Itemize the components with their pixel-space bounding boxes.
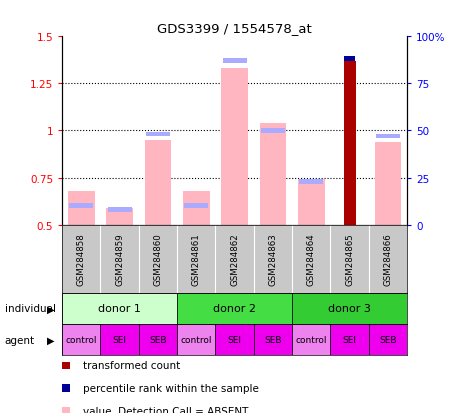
Text: GSM284864: GSM284864 <box>306 233 315 285</box>
Bar <box>343 57 354 62</box>
Text: transformed count: transformed count <box>83 361 179 370</box>
Bar <box>139 324 177 355</box>
Text: SEI: SEI <box>342 335 356 344</box>
Text: control: control <box>180 335 212 344</box>
Bar <box>144 140 171 225</box>
Text: control: control <box>295 335 326 344</box>
Bar <box>69 204 93 209</box>
Bar <box>62 293 177 324</box>
Bar <box>177 293 291 324</box>
Text: individual: individual <box>5 304 56 314</box>
Text: ▶: ▶ <box>47 335 54 345</box>
Text: GSM284859: GSM284859 <box>115 233 124 285</box>
Bar <box>298 179 323 184</box>
Bar <box>375 134 399 139</box>
Text: SEB: SEB <box>378 335 396 344</box>
Bar <box>100 324 139 355</box>
Bar <box>183 191 209 225</box>
Bar <box>259 123 285 225</box>
Bar <box>343 62 355 225</box>
Bar <box>221 69 247 225</box>
Bar <box>68 191 95 225</box>
Text: SEI: SEI <box>227 335 241 344</box>
Title: GDS3399 / 1554578_at: GDS3399 / 1554578_at <box>157 21 311 35</box>
Bar <box>184 204 208 209</box>
Text: agent: agent <box>5 335 34 345</box>
Text: GSM284858: GSM284858 <box>77 233 85 285</box>
Bar <box>215 324 253 355</box>
Text: ▶: ▶ <box>47 304 54 314</box>
Text: donor 1: donor 1 <box>98 304 141 314</box>
Text: GSM284863: GSM284863 <box>268 233 277 285</box>
Bar <box>297 180 324 225</box>
Text: GSM284861: GSM284861 <box>191 233 200 285</box>
Bar <box>291 324 330 355</box>
Bar <box>368 324 406 355</box>
Bar <box>146 133 170 137</box>
Text: GSM284866: GSM284866 <box>383 233 392 285</box>
Text: SEI: SEI <box>112 335 126 344</box>
Text: SEB: SEB <box>149 335 166 344</box>
Bar <box>260 129 285 133</box>
Text: value, Detection Call = ABSENT: value, Detection Call = ABSENT <box>83 406 248 413</box>
Bar <box>374 142 401 225</box>
Bar <box>177 324 215 355</box>
Bar <box>291 293 406 324</box>
Bar <box>253 324 291 355</box>
Text: GSM284860: GSM284860 <box>153 233 162 285</box>
Bar <box>62 324 100 355</box>
Text: donor 2: donor 2 <box>213 304 256 314</box>
Bar <box>106 208 133 225</box>
Bar <box>107 208 131 212</box>
Bar <box>330 324 368 355</box>
Text: control: control <box>65 335 97 344</box>
Text: percentile rank within the sample: percentile rank within the sample <box>83 383 258 393</box>
Text: GSM284862: GSM284862 <box>230 233 239 285</box>
Text: SEB: SEB <box>263 335 281 344</box>
Text: GSM284865: GSM284865 <box>344 233 353 285</box>
Text: donor 3: donor 3 <box>327 304 370 314</box>
Bar <box>222 59 246 64</box>
